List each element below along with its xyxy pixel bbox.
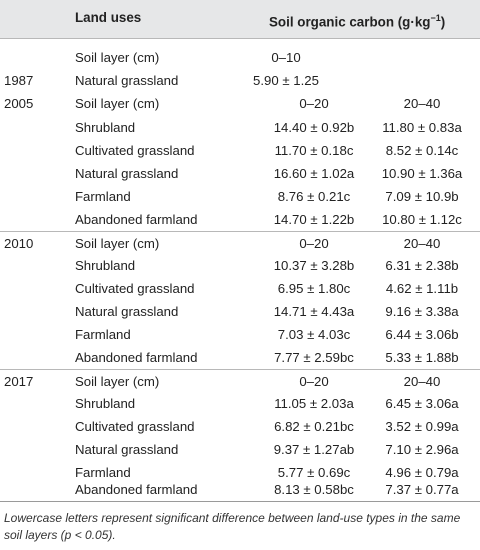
table-row: Cultivated grassland 6.82 ± 0.21bc 3.52 …: [0, 415, 480, 438]
section-1987-layer-row: Soil layer (cm) 0–10: [0, 46, 480, 69]
table-row: 1987 Natural grassland 5.90 ± 1.25: [0, 69, 480, 92]
table-row: Cultivated grassland 11.70 ± 0.18c 8.52 …: [0, 139, 480, 162]
table-row: Natural grassland 16.60 ± 1.02a 10.90 ± …: [0, 162, 480, 185]
header-soc-close: ): [440, 14, 446, 30]
land-use-cell: Natural grassland: [75, 304, 179, 319]
year-label: 2017: [4, 374, 34, 389]
table-row: Farmland 7.03 ± 4.03c 6.44 ± 3.06b: [0, 323, 480, 346]
land-use-cell: Shrubland: [75, 120, 136, 135]
soc-value-b: 10.80 ± 1.12c: [382, 212, 462, 227]
section-2010-layer-row: 2010 Soil layer (cm) 0–20 20–40: [0, 231, 480, 255]
layer-label: Soil layer (cm): [75, 374, 160, 389]
year-label: 2010: [4, 236, 34, 251]
layer-label: Soil layer (cm): [75, 236, 160, 251]
table-row: Natural grassland 14.71 ± 4.43a 9.16 ± 3…: [0, 300, 480, 323]
land-use-cell: Abandoned farmland: [75, 350, 198, 365]
soc-value-a: 6.95 ± 1.80c: [277, 281, 351, 296]
soc-value-a: 7.77 ± 2.59bc: [274, 350, 354, 365]
table-row: Abandoned farmland 14.70 ± 1.22b 10.80 ±…: [0, 208, 480, 231]
soc-value-a: 16.60 ± 1.02a: [273, 166, 355, 181]
table-row: Abandoned farmland 8.13 ± 0.58bc 7.37 ± …: [0, 478, 480, 501]
land-use-cell: Shrubland: [75, 396, 136, 411]
soc-value-a: 8.13 ± 0.58bc: [274, 482, 354, 497]
table-footnote: Lowercase letters represent significant …: [4, 511, 461, 542]
header-soil-organic-carbon: Soil organic carbon (g·kg−1): [269, 9, 445, 31]
header-soc-text: Soil organic carbon (g·kg: [269, 14, 431, 30]
land-use-cell: Abandoned farmland: [75, 482, 198, 497]
land-use-cell: Shrubland: [75, 258, 136, 273]
table-row: Natural grassland 9.37 ± 1.27ab 7.10 ± 2…: [0, 438, 480, 461]
layer-label: Soil layer (cm): [75, 50, 160, 65]
soc-value-a: 14.70 ± 1.22b: [273, 212, 355, 227]
layer-depth-a: 0–20: [299, 96, 329, 111]
section-2017-layer-row: 2017 Soil layer (cm) 0–20 20–40: [0, 369, 480, 393]
table-row: Shrubland 10.37 ± 3.28b 6.31 ± 2.38b: [0, 254, 480, 277]
layer-depth-a: 0–20: [299, 374, 329, 389]
layer-depth-a: 0–20: [299, 236, 329, 251]
table-row: Shrubland 11.05 ± 2.03a 6.45 ± 3.06a: [0, 392, 480, 415]
table-row: Shrubland 14.40 ± 0.92b 11.80 ± 0.83a: [0, 116, 480, 139]
soc-value-b: 5.33 ± 1.88b: [385, 350, 459, 365]
land-use-cell: Natural grassland: [75, 442, 179, 457]
land-use-cell: Farmland: [75, 327, 131, 342]
land-use-cell: Cultivated grassland: [75, 419, 195, 434]
soc-value-b: 3.52 ± 0.99a: [385, 419, 459, 434]
soc-value-a: 8.76 ± 0.21c: [277, 189, 351, 204]
soc-value-cell: 5.90 ± 1.25: [253, 73, 319, 88]
layer-label: Soil layer (cm): [75, 96, 160, 111]
soc-value-a: 9.37 ± 1.27ab: [273, 442, 355, 457]
land-use-cell: Farmland: [75, 465, 131, 480]
soc-value-b: 6.44 ± 3.06b: [385, 327, 459, 342]
soc-value-b: 10.90 ± 1.36a: [381, 166, 463, 181]
land-use-cell: Natural grassland: [75, 73, 179, 88]
soc-value-a: 11.05 ± 2.03a: [274, 396, 354, 411]
layer-depth-b: 20–40: [403, 374, 441, 389]
layer-depth-b: 20–40: [403, 236, 441, 251]
soc-value-a: 14.71 ± 4.43a: [273, 304, 355, 319]
table-row: Farmland 8.76 ± 0.21c 7.09 ± 10.9b: [0, 185, 480, 208]
soc-value-b: 7.09 ± 10.9b: [385, 189, 459, 204]
table-row: Abandoned farmland 7.77 ± 2.59bc 5.33 ± …: [0, 346, 480, 369]
year-label: 1987: [4, 73, 34, 88]
soc-value-b: 6.45 ± 3.06a: [385, 396, 459, 411]
land-use-cell: Farmland: [75, 189, 131, 204]
soc-value-a: 6.82 ± 0.21bc: [274, 419, 354, 434]
land-use-cell: Natural grassland: [75, 166, 179, 181]
soc-value-b: 4.96 ± 0.79a: [385, 465, 459, 480]
layer-depth-single: 0–10: [271, 50, 301, 65]
soc-value-b: 4.62 ± 1.11b: [385, 281, 459, 296]
soc-value-b: 6.31 ± 2.38b: [385, 258, 459, 273]
soc-value-b: 9.16 ± 3.38a: [385, 304, 459, 319]
header-land-uses: Land uses: [75, 10, 142, 25]
soc-value-a: 7.03 ± 4.03c: [277, 327, 351, 342]
table-header: Land uses Soil organic carbon (g·kg−1): [0, 0, 480, 39]
soc-value-b: 11.80 ± 0.83a: [382, 120, 462, 135]
year-label: 2005: [4, 96, 34, 111]
table-row: Cultivated grassland 6.95 ± 1.80c 4.62 ±…: [0, 277, 480, 300]
soc-value-b: 8.52 ± 0.14c: [385, 143, 459, 158]
table-body: Soil layer (cm) 0–10 1987 Natural grassl…: [0, 39, 480, 502]
soc-value-b: 7.10 ± 2.96a: [385, 442, 459, 457]
soc-value-a: 11.70 ± 0.18c: [274, 143, 354, 158]
layer-depth-b: 20–40: [403, 96, 441, 111]
land-use-cell: Cultivated grassland: [75, 143, 195, 158]
table-row: Farmland 5.77 ± 0.69c 4.96 ± 0.79a: [0, 461, 480, 484]
land-use-cell: Cultivated grassland: [75, 281, 195, 296]
soc-value-a: 10.37 ± 3.28b: [273, 258, 355, 273]
section-2005-layer-row: 2005 Soil layer (cm) 0–20 20–40: [0, 92, 480, 115]
land-use-cell: Abandoned farmland: [75, 212, 198, 227]
soc-value-a: 14.40 ± 0.92b: [273, 120, 355, 135]
soc-value-b: 7.37 ± 0.77a: [385, 482, 459, 497]
soc-value-a: 5.77 ± 0.69c: [277, 465, 351, 480]
header-unit-exponent: −1: [430, 13, 441, 23]
